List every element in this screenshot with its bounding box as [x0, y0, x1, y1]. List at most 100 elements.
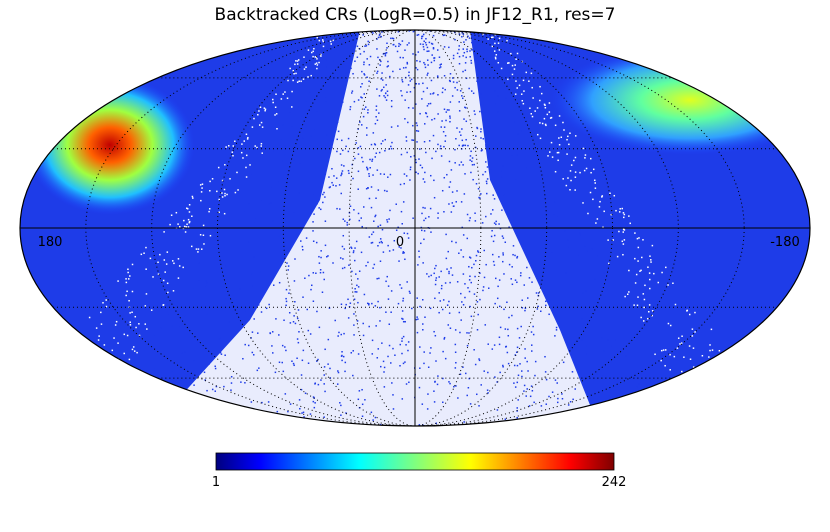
speckle-dot: [380, 78, 382, 80]
speckle-dot: [462, 33, 465, 36]
speckle-dot: [439, 147, 442, 150]
speckle-dot: [507, 62, 509, 64]
speckle-dot: [138, 377, 141, 380]
speckle-dot: [300, 388, 303, 391]
speckle-dot: [475, 254, 478, 257]
speckle-dot: [391, 141, 393, 144]
speckle-dot: [312, 400, 315, 403]
speckle-dot: [239, 230, 242, 232]
speckle-dot: [224, 192, 226, 195]
speckle-dot: [424, 123, 426, 125]
speckle-dot: [419, 148, 421, 150]
speckle-dot: [592, 198, 594, 201]
speckle-dot: [272, 150, 274, 153]
speckle-dot: [352, 177, 354, 180]
speckle-dot: [642, 293, 645, 295]
speckle-dot: [390, 147, 393, 150]
speckle-dot: [514, 64, 516, 66]
speckle-dot: [495, 110, 498, 113]
speckle-dot: [516, 346, 519, 349]
speckle-dot: [600, 384, 603, 387]
speckle-dot: [252, 189, 255, 192]
speckle-dot: [330, 43, 332, 45]
speckle-dot: [448, 79, 451, 82]
speckle-dot: [246, 239, 249, 242]
speckle-dot: [548, 395, 550, 398]
speckle-dot: [535, 292, 538, 294]
speckle-dot: [693, 381, 696, 383]
speckle-dot: [494, 103, 496, 105]
speckle-dot: [214, 390, 217, 392]
speckle-dot: [361, 415, 364, 418]
speckle-dot: [367, 261, 369, 264]
speckle-dot: [190, 268, 192, 271]
speckle-dot: [444, 34, 446, 36]
speckle-dot: [537, 245, 540, 247]
speckle-dot: [271, 331, 274, 333]
speckle-dot: [557, 397, 559, 400]
speckle-dot: [255, 218, 257, 220]
speckle-dot: [584, 271, 587, 273]
speckle-dot: [261, 126, 264, 128]
speckle-dot: [380, 142, 383, 145]
speckle-dot: [677, 337, 680, 339]
speckle-dot: [207, 289, 210, 291]
speckle-dot: [603, 210, 605, 213]
speckle-dot: [105, 299, 107, 301]
speckle-dot: [30, 423, 33, 426]
speckle-dot: [692, 408, 695, 410]
speckle-dot: [514, 386, 517, 388]
speckle-dot: [363, 293, 366, 296]
speckle-dot: [176, 420, 179, 423]
speckle-dot: [515, 188, 517, 191]
speckle-dot: [514, 354, 517, 356]
speckle-dot: [692, 347, 695, 349]
speckle-dot: [278, 334, 280, 336]
speckle-dot: [361, 388, 363, 391]
speckle-dot: [479, 110, 481, 113]
speckle-dot: [694, 311, 696, 314]
speckle-dot: [315, 147, 318, 150]
speckle-dot: [446, 304, 449, 306]
colorbar-max-label: 242: [602, 475, 627, 490]
speckle-dot: [277, 177, 280, 180]
speckle-dot: [180, 379, 182, 381]
speckle-dot: [197, 261, 200, 264]
speckle-dot: [253, 256, 255, 258]
speckle-dot: [528, 277, 531, 279]
speckle-dot: [251, 331, 254, 333]
speckle-dot: [545, 124, 547, 127]
speckle-dot: [501, 235, 504, 237]
speckle-dot: [75, 377, 78, 379]
speckle-dot: [419, 60, 421, 63]
speckle-dot: [422, 82, 424, 85]
speckle-dot: [486, 182, 488, 185]
speckle-dot: [618, 296, 621, 299]
speckle-dot: [485, 192, 488, 195]
speckle-dot: [474, 275, 476, 278]
speckle-dot: [421, 212, 423, 215]
speckle-dot: [208, 363, 210, 365]
speckle-dot: [251, 200, 254, 202]
speckle-dot: [561, 393, 563, 395]
speckle-dot: [458, 144, 460, 147]
speckle-dot: [225, 146, 227, 148]
speckle-dot: [490, 146, 493, 149]
speckle-dot: [574, 265, 577, 268]
speckle-dot: [405, 136, 408, 138]
speckle-dot: [202, 224, 205, 227]
speckle-dot: [513, 97, 516, 100]
speckle-dot: [340, 173, 343, 175]
speckle-dot: [374, 144, 377, 146]
speckle-dot: [710, 328, 713, 331]
speckle-dot: [544, 104, 546, 107]
speckle-dot: [503, 85, 506, 87]
speckle-dot: [409, 179, 411, 181]
speckle-dot: [450, 267, 452, 269]
speckle-dot: [754, 397, 756, 399]
speckle-dot: [775, 425, 777, 426]
speckle-dot: [284, 393, 287, 395]
speckle-dot: [366, 58, 368, 60]
speckle-dot: [516, 87, 518, 89]
speckle-dot: [771, 420, 773, 422]
